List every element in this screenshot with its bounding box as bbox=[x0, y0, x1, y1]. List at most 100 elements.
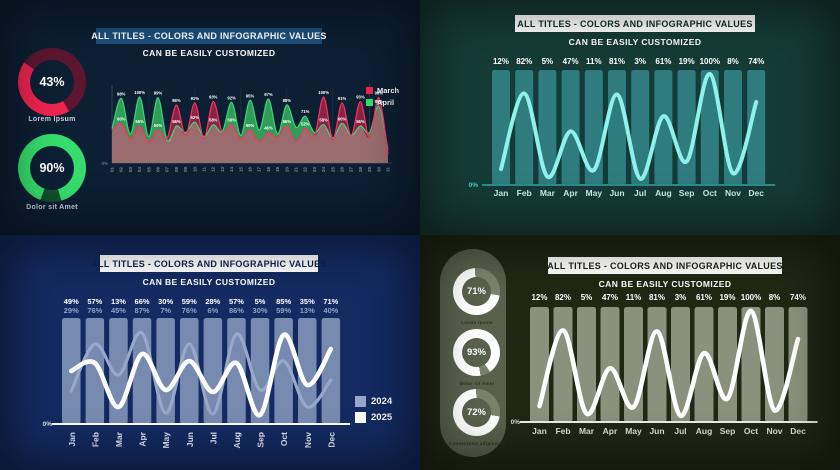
peak-label: 56% bbox=[356, 119, 365, 124]
bar bbox=[553, 307, 573, 422]
donut-chart-dolor: 90% bbox=[18, 134, 86, 202]
bar-value-label: 19% bbox=[719, 293, 735, 302]
legend-swatch bbox=[355, 396, 366, 407]
data-line-values bbox=[499, 71, 759, 181]
bar-value-label: 11% bbox=[626, 293, 642, 302]
bar-value-label: 100% bbox=[700, 57, 720, 66]
legend-label: April bbox=[377, 98, 395, 107]
panel-top-left: 0% 98% 100% 99% 56% 62% 58% 92% 95% 97% 88% 71% 58% 6… bbox=[0, 0, 420, 235]
day-label: 22 bbox=[303, 167, 308, 173]
day-label: 29 bbox=[367, 167, 372, 173]
chart-legend: 2024 2025 bbox=[355, 396, 392, 423]
bar-value-label: 76% bbox=[182, 306, 197, 315]
month-label: May bbox=[586, 188, 603, 198]
month-label: Mar bbox=[579, 426, 595, 436]
peak-label: 56% bbox=[283, 119, 292, 124]
bar-value-label: 5% bbox=[255, 297, 266, 306]
month-label: Apr bbox=[603, 426, 618, 436]
title-band: ALL TITLES - COLORS AND INFOGRAPHIC VALU… bbox=[547, 257, 782, 274]
peak-label: 58% bbox=[319, 118, 328, 123]
day-label: 04 bbox=[137, 167, 142, 173]
month-label: Nov bbox=[766, 426, 782, 436]
bar-value-label: 35% bbox=[300, 297, 315, 306]
bar bbox=[741, 307, 761, 422]
peak-label: 52% bbox=[301, 122, 310, 127]
bar-value-label: 19% bbox=[679, 57, 695, 66]
data-line-2025 bbox=[68, 332, 334, 418]
bar-value-label: 82% bbox=[555, 293, 571, 302]
bar-value-label: 47% bbox=[563, 57, 579, 66]
month-label: Feb bbox=[555, 426, 570, 436]
donut-value: 93% bbox=[466, 347, 486, 358]
bar-value-label: 61% bbox=[655, 57, 671, 66]
bar-value-label: 74% bbox=[748, 57, 764, 66]
bar bbox=[538, 70, 557, 185]
peak-label: 58% bbox=[209, 118, 218, 123]
donut-hole: 93% bbox=[462, 338, 491, 367]
peak-label: 50% bbox=[154, 123, 163, 128]
bar-value-label: 13% bbox=[111, 297, 126, 306]
donut-chart-lorem: 71% bbox=[453, 268, 500, 315]
bar bbox=[671, 307, 690, 422]
bar-value-label: 47% bbox=[602, 293, 618, 302]
month-label: Jun bbox=[609, 188, 624, 198]
month-label: Jan bbox=[532, 426, 547, 436]
peak-label: 46% bbox=[264, 126, 273, 131]
bar bbox=[561, 70, 580, 185]
bar bbox=[203, 318, 223, 424]
day-label: 02 bbox=[119, 167, 124, 173]
donut-hole: 72% bbox=[462, 398, 491, 427]
peak-label: 71% bbox=[301, 109, 310, 114]
bar-value-label: 40% bbox=[323, 306, 338, 315]
month-label: Sep bbox=[720, 426, 736, 436]
month-label: Aug bbox=[696, 426, 713, 436]
bar-value-label: 61% bbox=[696, 293, 712, 302]
bar-value-label: 57% bbox=[229, 297, 244, 306]
day-label: 31 bbox=[386, 167, 391, 173]
month-label: Feb bbox=[517, 188, 532, 198]
bar-value-label: 59% bbox=[182, 297, 197, 306]
day-label: 30 bbox=[376, 167, 381, 173]
peak-label: 56% bbox=[172, 119, 181, 124]
legend-label: March bbox=[377, 86, 400, 95]
day-label: 16 bbox=[248, 167, 253, 173]
legend-item-march: March bbox=[366, 86, 399, 95]
panel-title: ALL TITLES - COLORS AND INFOGRAPHIC VALU… bbox=[517, 18, 753, 29]
peak-label: 88% bbox=[283, 98, 292, 103]
day-label: 12 bbox=[211, 167, 216, 173]
day-label: 23 bbox=[312, 167, 317, 173]
peak-label: 98% bbox=[117, 91, 126, 96]
day-label: 21 bbox=[294, 167, 299, 173]
title-band: ALL TITLES - COLORS AND INFOGRAPHIC VALU… bbox=[91, 28, 326, 44]
month-label: Sep bbox=[256, 432, 266, 448]
day-label: 05 bbox=[146, 167, 151, 173]
month-label: Sep bbox=[679, 188, 695, 198]
legend-swatch bbox=[366, 99, 373, 106]
month-label: Dec bbox=[326, 432, 336, 448]
peak-label: 93% bbox=[209, 95, 218, 100]
day-label: 06 bbox=[156, 167, 161, 173]
peak-label: 62% bbox=[191, 115, 200, 120]
bar-value-label: 81% bbox=[649, 293, 665, 302]
month-label: Jul bbox=[634, 188, 646, 198]
bar-value-label: 11% bbox=[586, 57, 602, 66]
bar-value-label: 45% bbox=[111, 306, 126, 315]
y-zero-label: 0% bbox=[101, 161, 108, 166]
day-label: 07 bbox=[165, 167, 170, 173]
month-label: Jul bbox=[674, 426, 686, 436]
donut-value: 71% bbox=[466, 286, 486, 297]
bar bbox=[747, 70, 766, 185]
peak-label: 95% bbox=[246, 93, 255, 98]
bar-value-label: 3% bbox=[675, 293, 687, 302]
bar-value-label: 7% bbox=[160, 306, 171, 315]
bar-value-label: 74% bbox=[790, 293, 806, 302]
title-band: ALL TITLES - COLORS AND INFOGRAPHIC VALU… bbox=[91, 255, 326, 272]
bar-value-label: 76% bbox=[87, 306, 102, 315]
bar bbox=[694, 307, 714, 422]
bar-value-label: 57% bbox=[87, 297, 102, 306]
donut-hole: 43% bbox=[30, 60, 74, 104]
bar-value-label: 82% bbox=[516, 57, 532, 66]
donut-label: Consectetur adipiscing bbox=[448, 441, 506, 446]
panel-subtitle: CAN BE EASILY CUSTOMIZED bbox=[598, 279, 732, 289]
